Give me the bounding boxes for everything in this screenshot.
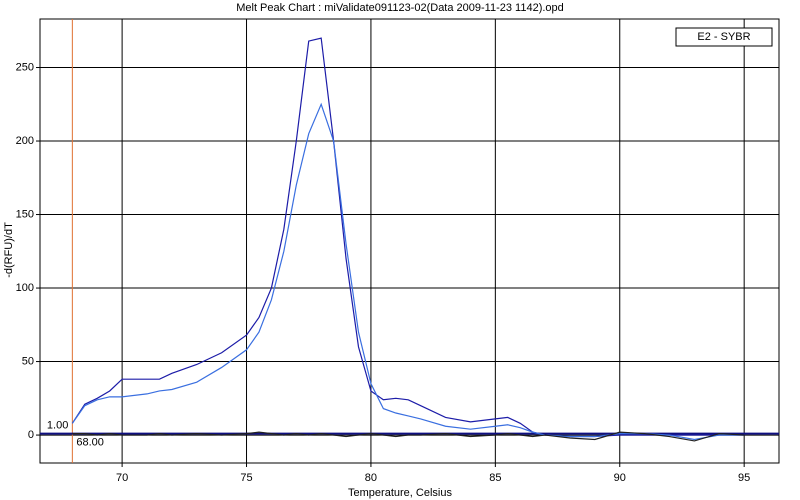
x-tick-label: 80 (365, 472, 377, 484)
x-tick-label: 95 (738, 472, 750, 484)
y-tick-label: 100 (16, 282, 34, 294)
chart-title: Melt Peak Chart : miValidate091123-02(Da… (236, 2, 564, 14)
x-tick-label: 70 (116, 472, 128, 484)
x-tick-label: 85 (489, 472, 501, 484)
x-tick-label: 90 (614, 472, 626, 484)
y-axis-label: -d(RFU)/dT (3, 222, 15, 278)
x-tick-label: 75 (240, 472, 252, 484)
series-line (71, 102, 745, 441)
y-tick-label: 150 (16, 208, 34, 220)
x-axis-label: Temperature, Celsius (348, 487, 452, 499)
y-tick-label: 250 (16, 61, 34, 73)
cursor-label: 68.00 (76, 437, 104, 449)
legend-label: E2 - SYBR (697, 31, 750, 43)
y-tick-label: 50 (22, 355, 34, 367)
threshold-label: 1.00 (47, 420, 68, 432)
series-line (72, 431, 745, 442)
y-tick-label: 0 (28, 429, 34, 441)
y-tick-label: 200 (16, 135, 34, 147)
plot-area (39, 18, 780, 464)
legend-box (675, 27, 773, 47)
